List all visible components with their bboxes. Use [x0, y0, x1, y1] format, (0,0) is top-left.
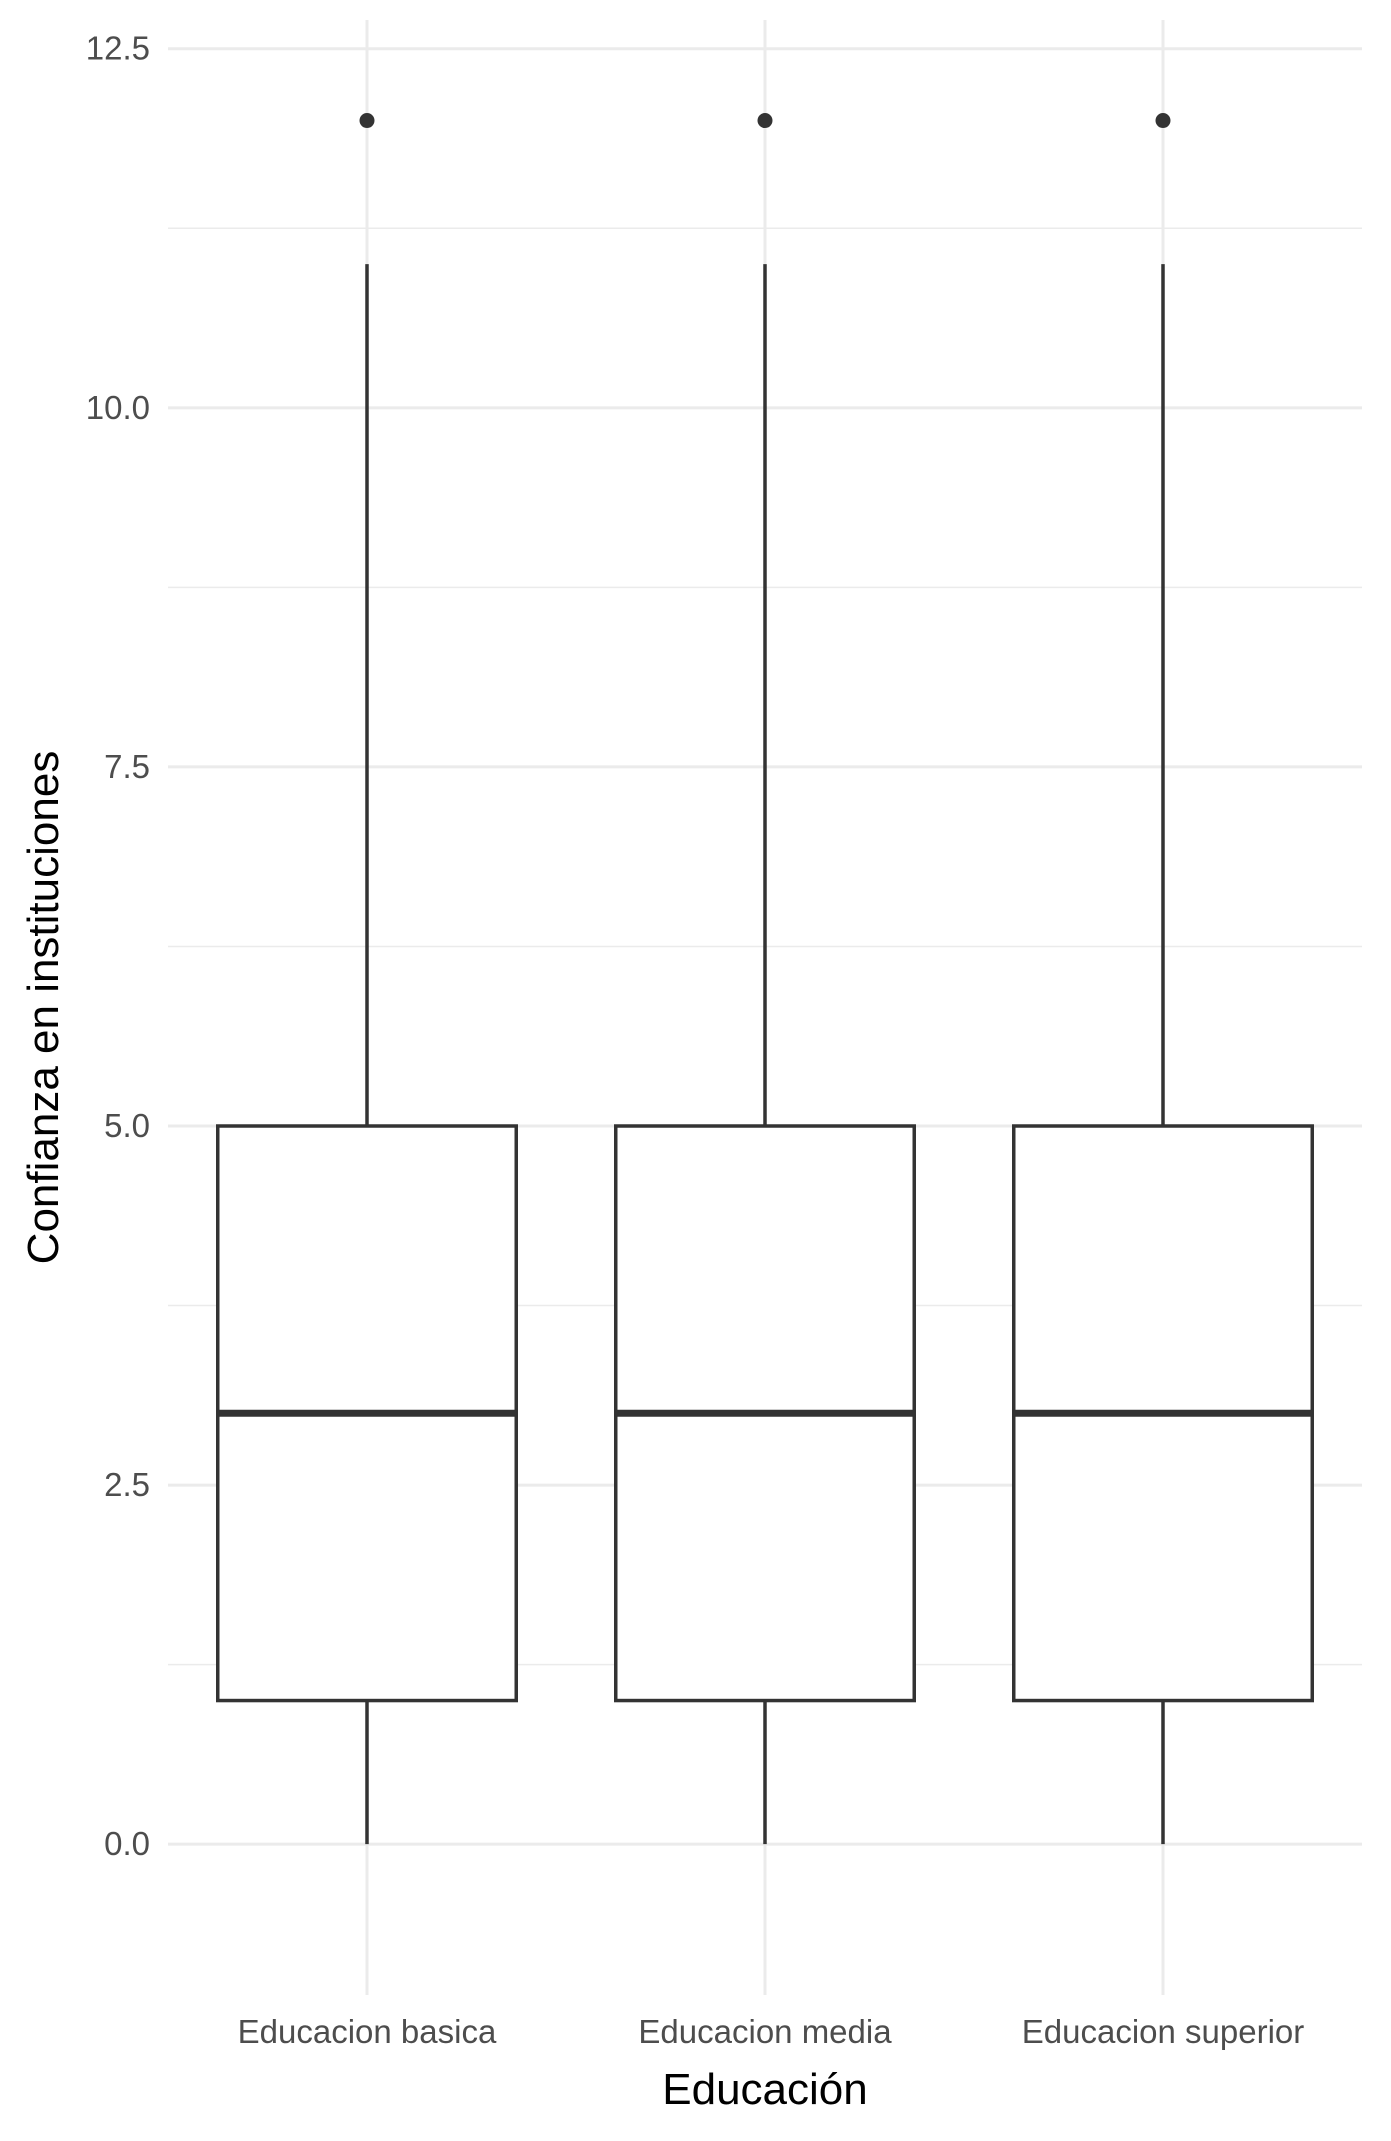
y-tick-label: 7.5	[104, 748, 150, 785]
outlier-point	[757, 113, 773, 129]
y-tick-label: 5.0	[104, 1107, 150, 1144]
box-layer	[216, 113, 1314, 1845]
x-tick-labels: Educacion basica Educacion media Educacion…	[238, 2013, 1305, 2050]
outlier-point	[1155, 113, 1171, 129]
box-group	[614, 113, 916, 1845]
y-tick-label: 0.0	[104, 1825, 150, 1862]
x-axis-title: Educación	[662, 2065, 867, 2114]
y-tick-label: 2.5	[104, 1466, 150, 1503]
x-tick-label: Educacion media	[638, 2013, 892, 2050]
x-tick-label: Educacion superior	[1022, 2013, 1305, 2050]
box-group	[216, 113, 518, 1845]
x-tick-label: Educacion basica	[238, 2013, 497, 2050]
box-group	[1012, 113, 1314, 1845]
outlier-point	[359, 113, 375, 129]
y-tick-label: 10.0	[86, 389, 150, 426]
y-axis-title: Confianza en instituciones	[19, 751, 68, 1265]
y-tick-label: 12.5	[86, 30, 150, 67]
y-tick-labels: 0.0 2.5 5.0 7.5 10.0 12.5	[86, 30, 150, 1862]
